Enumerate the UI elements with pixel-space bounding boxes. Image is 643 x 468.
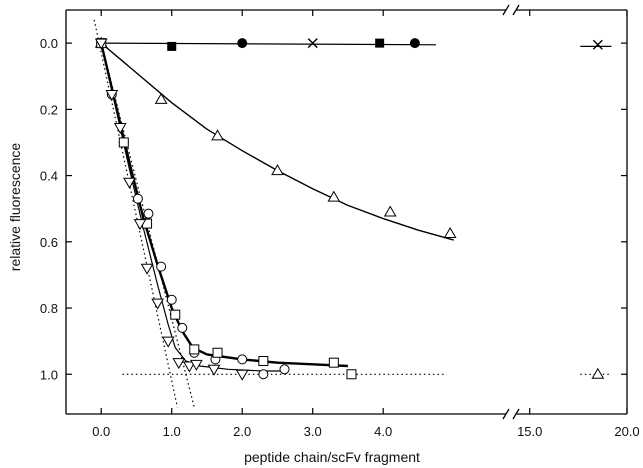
square-open-marker <box>170 309 181 320</box>
labels-layer: 0.0 1.0 2.0 3.0 4.0 15.0 20.0 0.0 0.2 0.4 0.6 0.8 1.… <box>40 36 640 439</box>
square-filled-marker <box>167 41 177 51</box>
square-open-marker <box>118 137 129 148</box>
circle-open-marker <box>143 208 154 219</box>
y-tick-label: 0.4 <box>40 169 58 184</box>
triangle-up-open-marker <box>383 205 397 217</box>
square-filled-marker <box>375 38 385 48</box>
curves-layer <box>93 19 612 408</box>
circle-open-marker <box>258 369 269 380</box>
circle-open-marker <box>279 364 290 375</box>
y-tick-label: 0.6 <box>40 235 58 250</box>
cross-marker <box>592 39 603 50</box>
circle-open-marker <box>156 261 167 272</box>
x-tick-label: 3.0 <box>304 424 322 439</box>
triangle-down-open-marker <box>123 177 136 189</box>
square-open-marker <box>346 369 357 380</box>
bottom-axis-break-mark <box>502 408 510 420</box>
triangle-up-open-marker <box>591 367 605 379</box>
circle-open-marker <box>237 354 248 365</box>
triangle-down-open-marker <box>190 359 203 371</box>
circle-open-marker <box>132 193 143 204</box>
y-tick-label: 0.8 <box>40 301 58 316</box>
triangle-down-open-marker <box>133 219 147 231</box>
square-open-marker <box>189 344 200 355</box>
triangle-down-open-marker <box>182 361 196 373</box>
circle-open-marker <box>177 322 188 333</box>
triangle-up-open-marker <box>443 227 457 239</box>
triangle-down-open-marker <box>113 123 127 135</box>
triangle-down-open-marker <box>235 369 249 381</box>
triangle-down-open-marker <box>94 38 108 50</box>
triangle-down-open-marker <box>161 336 175 348</box>
x-axis-title: peptide chain/scFv fragment <box>244 449 420 465</box>
circle-filled-marker <box>409 38 420 49</box>
guide-line <box>93 19 178 408</box>
triangle-down-open-marker <box>140 263 154 275</box>
triangle-down-open-marker <box>207 364 221 376</box>
circle-open-marker <box>166 294 177 305</box>
x-tick-label: 2.0 <box>233 424 251 439</box>
x-tick-label: 15.0 <box>517 424 542 439</box>
axes-layer <box>65 4 628 420</box>
square-open-marker <box>258 356 269 367</box>
triangle-down-open-marker <box>151 298 164 310</box>
triangle-up-open-marker <box>271 164 284 176</box>
triangle-up-open-marker <box>327 190 341 202</box>
cross-marker <box>307 38 318 49</box>
square-open-marker <box>212 347 223 358</box>
y-tick-label: 0.2 <box>40 102 58 117</box>
x-tick-label: 20.0 <box>614 424 639 439</box>
y-axis-title: relative fluorescence <box>7 143 23 272</box>
x-tick-label: 1.0 <box>163 424 181 439</box>
top-axis-break-mark <box>512 4 520 16</box>
triangle-up-open-marker <box>154 92 168 104</box>
triangle-up-open-marker <box>211 129 224 141</box>
square-open-marker <box>328 357 339 368</box>
x-tick-label: 0.0 <box>92 424 110 439</box>
triangle-down-open-marker <box>105 89 119 101</box>
top-axis-break-mark <box>502 4 510 16</box>
circle-filled-marker <box>237 38 248 49</box>
triangle-down-open-marker <box>172 358 186 370</box>
y-tick-label: 0.0 <box>40 36 58 51</box>
fit-curve <box>100 42 454 241</box>
y-tick-label: 1.0 <box>40 367 58 382</box>
fit-curve <box>101 42 437 46</box>
marks-layer <box>94 36 605 381</box>
x-tick-label: 4.0 <box>374 424 392 439</box>
bottom-axis-break-mark <box>512 408 520 420</box>
fit-curve <box>100 42 285 372</box>
